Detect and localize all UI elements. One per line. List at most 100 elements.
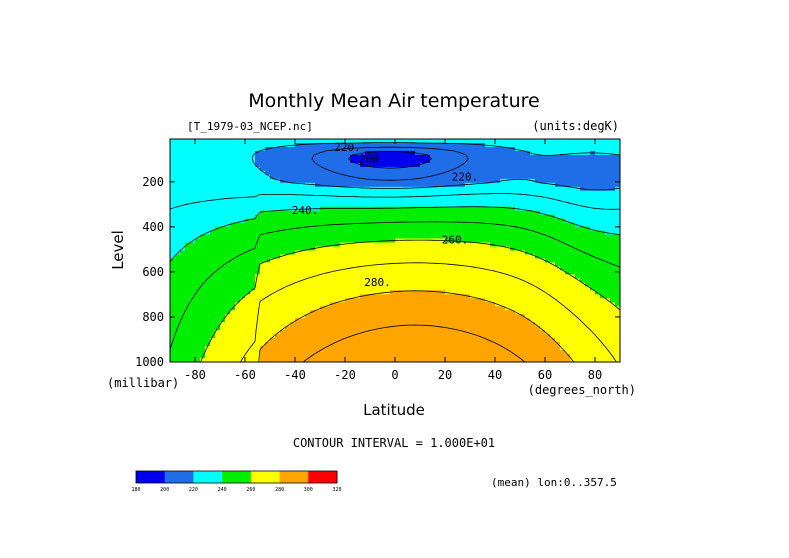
contour-cell [550,218,556,224]
contour-cell [605,278,611,283]
contour-cell [375,338,381,343]
contour-cell [410,150,416,156]
contour-cell [255,266,261,272]
contour-cell [605,142,611,148]
contour-cell [520,194,526,200]
contour-cell [565,270,571,275]
contour-cell [455,310,461,315]
contour-cell [305,254,311,260]
contour-cell [535,194,541,200]
contour-cell [455,166,461,172]
contour-cell [360,266,366,272]
contour-cell [210,230,216,236]
contour-cell [300,226,306,232]
contour-cell [260,166,266,172]
contour-cell [540,274,546,279]
contour-cell [195,174,201,180]
contour-cell [540,342,546,347]
contour-cell [430,258,436,264]
contour-cell [275,350,281,355]
contour-cell [460,142,466,148]
contour-cell [250,178,256,184]
contour-cell [170,182,176,188]
contour-cell [515,150,521,156]
contour-cell [485,282,491,287]
contour-cell [280,230,286,236]
contour-cell [590,310,596,315]
contour-cell [345,242,351,248]
contour-cell [315,146,321,152]
contour-cell [525,170,531,176]
contour-cell [595,242,601,248]
contour-cell [515,158,521,164]
contour-cell [570,310,576,315]
contour-cell [405,350,411,355]
contour-cell [475,146,481,152]
contour-cell [205,206,211,212]
contour-cell [505,350,511,355]
contour-cell [420,282,426,287]
contour-cell [385,214,391,220]
contour-cell [565,350,571,355]
contour-cell [495,142,501,148]
contour-cell [420,354,426,359]
contour-cell [175,346,181,351]
contour-cell [345,326,351,331]
contour-cell [385,218,391,224]
contour-cell [350,262,356,268]
contour-cell [255,218,261,224]
contour-cell [480,198,486,204]
contour-cell [480,214,486,220]
contour-cell [455,206,461,212]
contour-cell [580,250,586,256]
contour-cell [215,270,221,275]
contour-cell [480,190,486,196]
contour-cell [500,258,506,264]
contour-cell [540,286,546,291]
contour-cell [585,202,591,208]
contour-cell [525,222,531,228]
contour-cell [590,174,596,180]
contour-cell [335,206,341,212]
contour-cell [495,166,501,172]
contour-cell [440,162,446,168]
contour-cell [530,218,536,224]
contour-cell [565,330,571,335]
contour-cell [175,318,181,323]
contour-cell [570,142,576,148]
contour-cell [480,314,486,319]
contour-cell [425,202,431,208]
contour-cell [380,178,386,184]
contour-cell [560,182,566,188]
contour-cell [180,194,186,200]
contour-cell [435,142,441,148]
contour-cell [395,278,401,283]
contour-cell [215,278,221,283]
contour-cell [580,139,586,144]
contour-cell [380,266,386,272]
contour-cell [485,190,491,196]
contour-cell [540,222,546,228]
contour-cell [615,154,620,160]
contour-cell [510,354,516,359]
contour-cell [235,270,241,275]
contour-cell [430,218,436,224]
contour-cell [525,174,531,180]
contour-cell [325,262,331,268]
contour-cell [325,214,331,220]
contour-cell [180,142,186,148]
contour-cell [390,142,396,148]
contour-cell [565,218,571,224]
contour-cell [550,182,556,188]
contour-cell [560,139,566,144]
contour-cell [380,346,386,351]
contour-cell [335,258,341,264]
contour-cell [455,338,461,343]
contour-cell [210,318,216,323]
contour-cell [450,282,456,287]
contour-cell [515,238,521,244]
contour-cell [355,230,361,236]
contour-cell [205,274,211,279]
contour-cell [605,182,611,188]
contour-cell [450,162,456,168]
